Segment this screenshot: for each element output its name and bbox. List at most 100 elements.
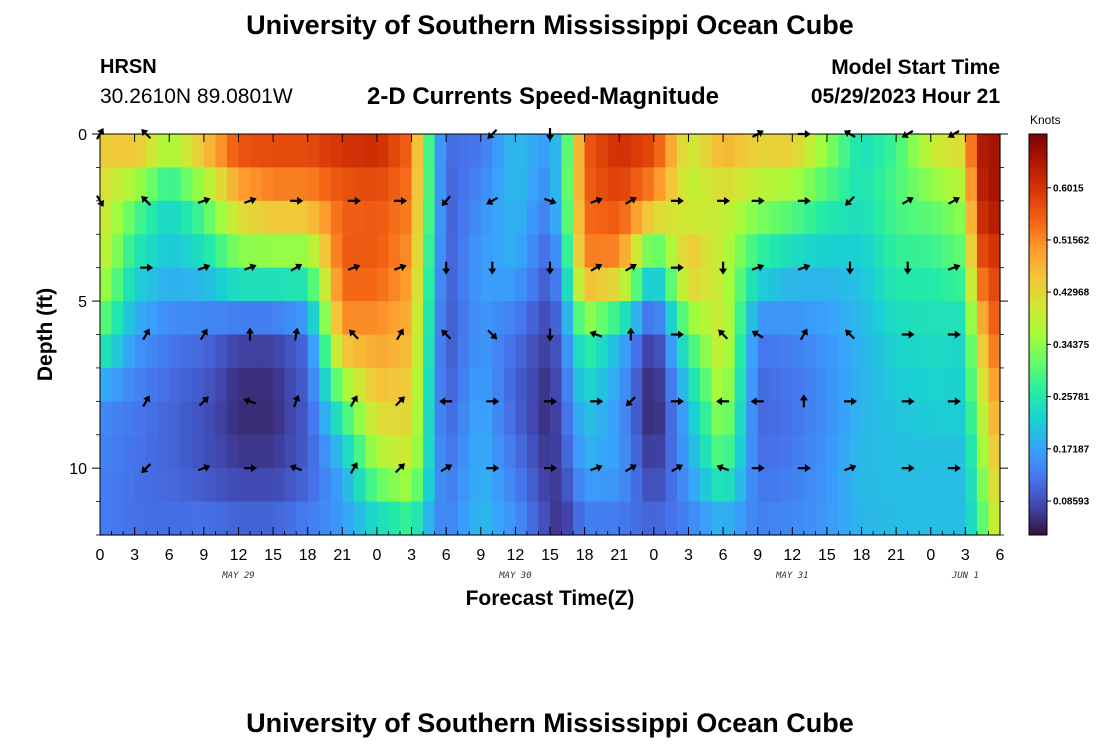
current-arrow (544, 464, 557, 473)
heatmap-cell (815, 367, 828, 402)
heatmap-cell (273, 167, 286, 202)
heatmap-cell (388, 367, 401, 402)
colorbar-segment (1029, 220, 1047, 225)
heatmap-cell (457, 401, 470, 436)
heatmap-cell (411, 301, 424, 336)
heatmap-cell (376, 334, 390, 369)
heatmap-cell (573, 401, 586, 436)
heatmap-cell (307, 468, 320, 503)
x-axis-title: Forecast Time(Z) (466, 587, 635, 610)
colorbar-segment (1029, 227, 1047, 232)
heatmap-cell (884, 501, 897, 536)
heatmap-cell (688, 267, 701, 302)
heatmap-cell (226, 401, 240, 436)
arrow-head (249, 196, 257, 205)
heatmap-cell (850, 401, 863, 436)
heatmap-cell (342, 501, 355, 536)
heatmap-cell (388, 434, 401, 469)
arrow-head (493, 464, 500, 473)
current-arrow (488, 261, 497, 275)
heatmap-cell (665, 234, 678, 269)
colorbar-segment (1029, 504, 1047, 509)
heatmap-cell (261, 167, 274, 202)
heatmap-cell (838, 468, 851, 503)
heatmap-cell (400, 134, 413, 169)
colorbar-segment (1029, 284, 1047, 289)
current-arrow (797, 263, 811, 272)
heatmap-cell (561, 367, 574, 402)
heatmap-cell (838, 434, 851, 469)
colorbar-segment (1029, 281, 1047, 285)
colorbar-segment (1029, 491, 1047, 496)
colorbar-segment (1029, 157, 1047, 162)
heatmap-cell (746, 134, 759, 169)
heatmap-cell (296, 434, 309, 469)
heatmap-cell (100, 134, 113, 169)
arrow-head (397, 328, 404, 336)
heatmap-cell (792, 334, 805, 369)
arrow-head (677, 263, 684, 272)
heatmap-cell (676, 301, 690, 336)
current-arrow (947, 330, 961, 339)
x-tick-label: 3 (130, 547, 139, 564)
heatmap-cell (250, 167, 263, 202)
heatmap-cell (296, 301, 309, 336)
current-arrow (901, 397, 915, 406)
heatmap-cell (538, 167, 551, 202)
heatmap-cell (192, 434, 205, 469)
heatmap-cell (907, 134, 920, 169)
heatmap-cell (688, 434, 701, 469)
heatmap-cell (884, 200, 897, 235)
colorbar-segment (1029, 180, 1047, 185)
heatmap-cell (388, 301, 401, 336)
colorbar-segment (1029, 137, 1047, 142)
heatmap-cell (284, 234, 297, 269)
colorbar-segment (1029, 184, 1047, 188)
heatmap-cell (123, 468, 136, 503)
heatmap-cell (503, 367, 516, 402)
heatmap-cell (953, 200, 966, 235)
current-arrow (717, 196, 731, 205)
heatmap-cell (273, 434, 286, 469)
current-arrow (901, 196, 914, 205)
heatmap-cell (503, 501, 516, 536)
heatmap-cell (134, 401, 147, 436)
arrow-head (201, 396, 209, 404)
heatmap-cell (561, 267, 574, 302)
heatmap-cell (642, 334, 655, 369)
heatmap-cell (330, 401, 343, 436)
heatmap-cell (261, 134, 274, 169)
heatmap-cell (896, 167, 909, 202)
heatmap-cell (596, 401, 609, 436)
arrow-head (719, 268, 728, 275)
colorbar-segment (1029, 461, 1047, 466)
current-arrow (845, 329, 856, 340)
arrow-head (845, 198, 853, 206)
heatmap-cell (538, 501, 551, 536)
heatmap-cell (896, 501, 909, 536)
current-arrow (142, 395, 151, 408)
heatmap-cell (353, 367, 366, 402)
heatmap-cell (365, 468, 378, 503)
current-arrow (140, 263, 154, 272)
current-arrow (947, 263, 961, 272)
heatmap-cell (342, 401, 355, 436)
heatmap-cell (930, 501, 943, 536)
arrow-head (800, 328, 808, 336)
heatmap-cell (134, 134, 147, 169)
heatmap-cell (815, 401, 828, 436)
heatmap-cell (538, 200, 551, 235)
heatmap-cell (376, 367, 390, 402)
heatmap-cell (457, 234, 470, 269)
colorbar-segment (1029, 264, 1047, 269)
heatmap-cell (238, 501, 251, 536)
heatmap-cell (157, 134, 170, 169)
arrow-head (292, 394, 301, 402)
heatmap-cell (815, 301, 828, 336)
heatmap-cell (942, 134, 955, 169)
heatmap-cell (642, 434, 655, 469)
heatmap-cell (423, 334, 436, 369)
colorbar-segment (1029, 337, 1047, 342)
heatmap-cell (180, 468, 193, 503)
heatmap-cell (515, 334, 528, 369)
